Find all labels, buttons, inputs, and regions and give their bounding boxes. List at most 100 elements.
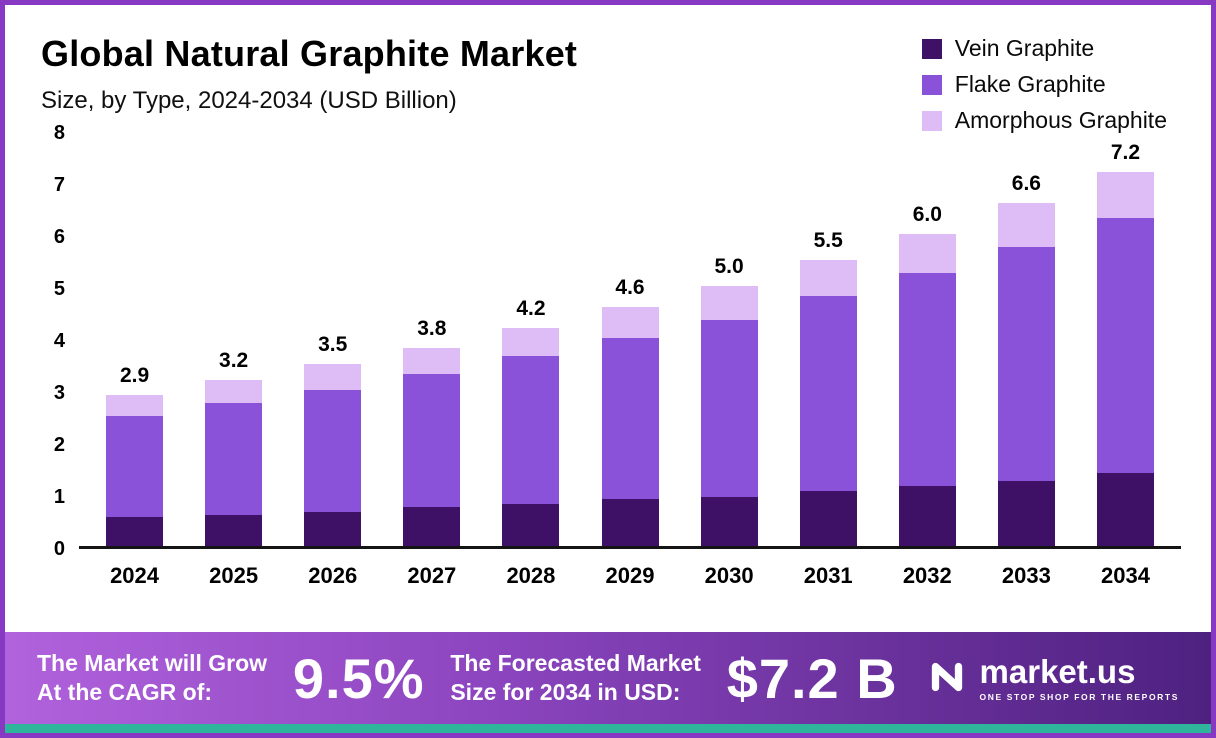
- bar-segment-vein-graphite: [601, 499, 659, 546]
- x-tick-label: 2025: [209, 563, 259, 588]
- bar-group: 4.6: [580, 133, 679, 546]
- chart-header: Global Natural Graphite Market Size, by …: [5, 5, 1211, 133]
- y-tick-label: 0: [53, 538, 65, 560]
- bar-segment-vein-graphite: [502, 504, 560, 546]
- marketus-logo-textblock: market.us ONE STOP SHOP FOR THE REPORTS: [980, 655, 1179, 702]
- bar-stack: [700, 286, 758, 546]
- bar-segment-flake-graphite: [403, 374, 461, 507]
- bar-segment-amorphous-graphite: [1096, 171, 1154, 219]
- bar-segment-flake-graphite: [502, 356, 560, 505]
- x-axis-labels: 2024 2025 2026 2027 2028 2029 2030 2031 2032 2033…: [79, 563, 1181, 589]
- forecast-value: $7.2 B: [726, 646, 898, 710]
- y-tick-label: 3: [53, 382, 65, 404]
- cagr-value: 9.5%: [292, 646, 425, 710]
- legend-item: Vein Graphite: [921, 35, 1167, 62]
- bar-group: 5.0: [680, 133, 779, 546]
- bar-segment-vein-graphite: [898, 486, 956, 546]
- bar-segment-amorphous-graphite: [502, 327, 560, 357]
- bar-stack: [997, 202, 1055, 546]
- bar-group: 6.0: [878, 133, 977, 546]
- x-tick-label: 2032: [902, 563, 952, 588]
- bar-stack: [1096, 171, 1154, 546]
- bar-stack: [205, 379, 263, 546]
- bar-segment-amorphous-graphite: [403, 348, 461, 375]
- cagr-label: The Market will Grow At the CAGR of:: [37, 649, 268, 705]
- x-tick-label: 2024: [110, 563, 160, 588]
- bar-group: 7.2: [1076, 133, 1175, 546]
- stacked-bar-chart: 0 1 2 3 4 5 6 7 8 2.9 3.2 3.5 3.8 4.2 4.6 5.0 5.5 6.0 6.6…: [5, 115, 1211, 560]
- y-tick-label: 4: [53, 330, 65, 352]
- bar-segment-flake-graphite: [304, 390, 362, 513]
- page-subtitle: Size, by Type, 2024-2034 (USD Billion): [41, 87, 457, 114]
- bar-total-label: 6.0: [912, 203, 942, 227]
- bar-segment-vein-graphite: [799, 491, 857, 546]
- bar-total-label: 5.5: [813, 229, 843, 253]
- bar-segment-flake-graphite: [1096, 218, 1154, 474]
- bar-total-label: 7.2: [1110, 140, 1141, 164]
- bar-segment-amorphous-graphite: [898, 234, 956, 274]
- bar-segment-vein-graphite: [205, 514, 263, 546]
- legend-swatch: [921, 38, 942, 59]
- x-tick-label: 2034: [1101, 563, 1150, 588]
- bar-stack: [898, 234, 956, 546]
- bar-stack: [502, 327, 560, 546]
- legend-label: Flake Graphite: [954, 71, 1106, 97]
- bar-stack: [799, 260, 857, 546]
- legend-item: Flake Graphite: [921, 71, 1167, 98]
- bar-segment-amorphous-graphite: [700, 286, 758, 320]
- bar-segment-amorphous-graphite: [799, 260, 857, 297]
- bar-stack: [106, 395, 164, 546]
- bar-group: 3.5: [283, 133, 382, 546]
- footer-banner: The Market will Grow At the CAGR of: 9.5…: [5, 632, 1211, 724]
- bottom-accent-strip: [5, 724, 1211, 733]
- x-tick-label: 2027: [407, 563, 457, 588]
- bar-segment-flake-graphite: [799, 296, 857, 492]
- marketus-logo-name: market.us: [979, 652, 1136, 690]
- bar-segment-vein-graphite: [997, 481, 1055, 546]
- y-tick-label: 7: [53, 174, 65, 196]
- x-tick-label: 2030: [704, 563, 754, 588]
- bar-total-label: 6.6: [1011, 171, 1041, 195]
- x-tick-label: 2029: [605, 563, 655, 588]
- bar-segment-vein-graphite: [403, 507, 461, 546]
- bar-group: 5.5: [779, 133, 878, 546]
- bar-total-label: 3.2: [219, 348, 249, 372]
- x-tick-label: 2028: [506, 563, 556, 588]
- bar-segment-vein-graphite: [304, 512, 362, 546]
- y-tick-label: 6: [53, 226, 65, 248]
- bar-total-label: 3.8: [417, 317, 447, 341]
- bar-segment-flake-graphite: [106, 416, 164, 518]
- bar-stack: [304, 364, 362, 546]
- x-tick-label: 2033: [1001, 563, 1051, 588]
- bar-stack: [403, 348, 461, 546]
- y-tick-label: 2: [53, 434, 65, 456]
- bar-segment-amorphous-graphite: [601, 306, 659, 339]
- legend-swatch: [921, 74, 942, 95]
- y-tick-label: 8: [53, 122, 65, 144]
- bar-segment-amorphous-graphite: [304, 364, 362, 391]
- y-axis: 0 1 2 3 4 5 6 7 8: [27, 122, 79, 560]
- page-title: Global Natural Graphite Market: [41, 33, 578, 74]
- bar-total-label: 5.0: [714, 255, 744, 279]
- bar-group: 3.2: [184, 133, 283, 546]
- bar-stack: [601, 306, 659, 546]
- bar-segment-amorphous-graphite: [997, 202, 1055, 247]
- bar-total-label: 4.2: [516, 296, 546, 320]
- bar-segment-vein-graphite: [700, 496, 758, 546]
- bar-segment-flake-graphite: [205, 403, 263, 515]
- bar-segment-amorphous-graphite: [205, 379, 263, 404]
- bar-group: 6.6: [977, 133, 1076, 546]
- x-tick-label: 2031: [803, 563, 853, 588]
- bars-row: 2.9 3.2 3.5 3.8 4.2 4.6 5.0 5.5 6.0 6.6 7.2: [79, 133, 1181, 546]
- bar-segment-vein-graphite: [106, 517, 164, 546]
- bar-group: 2.9: [85, 133, 184, 546]
- x-tick-label: 2026: [308, 563, 358, 588]
- legend-item: Amorphous Graphite: [921, 107, 1167, 134]
- y-tick-label: 5: [53, 278, 65, 300]
- bar-segment-flake-graphite: [898, 273, 956, 487]
- marketus-logo-tagline: ONE STOP SHOP FOR THE REPORTS: [979, 691, 1179, 702]
- bar-group: 4.2: [481, 133, 580, 546]
- bar-segment-amorphous-graphite: [106, 395, 164, 417]
- bar-total-label: 2.9: [119, 364, 150, 388]
